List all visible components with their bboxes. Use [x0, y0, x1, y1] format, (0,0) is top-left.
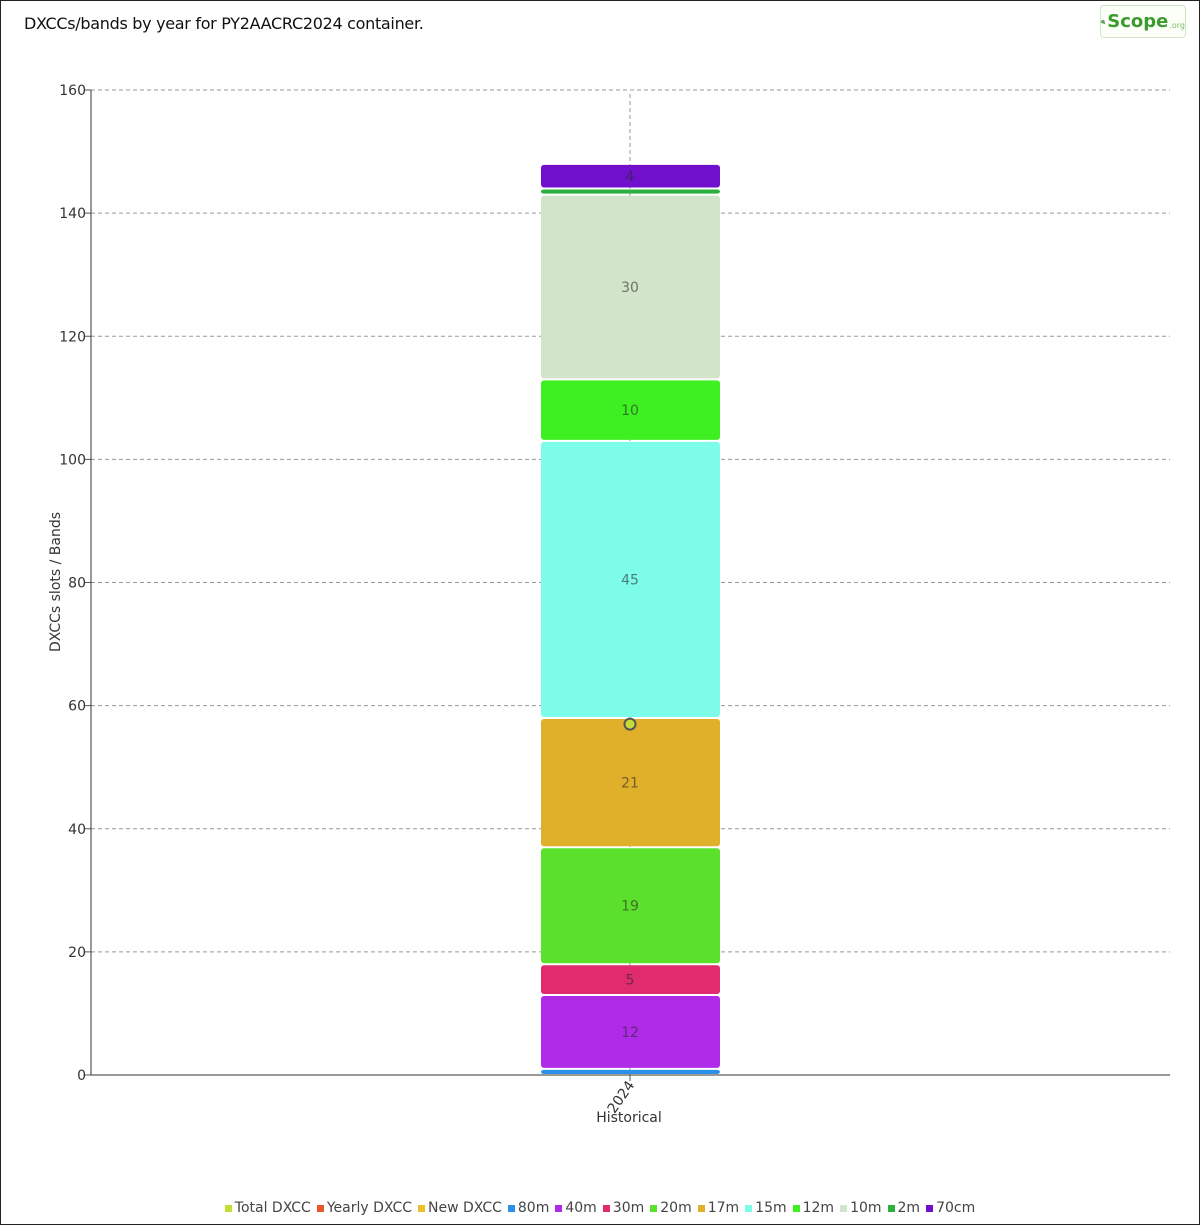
legend-item-15m[interactable]: 15m [745, 1200, 787, 1216]
legend-item-2m[interactable]: 2m [887, 1200, 921, 1216]
bar-segment-80m[interactable] [541, 1069, 720, 1074]
data-label: 21 [621, 776, 639, 792]
bar-segment-15m[interactable] [541, 441, 720, 717]
legend-item-10m[interactable]: 10m [840, 1200, 882, 1216]
bar-segment-10m[interactable] [541, 195, 720, 379]
chart-title: DXCCs/bands by year for PY2AACRC2024 con… [24, 14, 424, 33]
legend-item-70cm[interactable]: 70cm [926, 1200, 975, 1216]
bar-stack[interactable] [541, 164, 720, 1074]
legend-label: 70cm [936, 1200, 976, 1216]
y-tick-label: 160 [59, 83, 86, 99]
y-tick-label: 0 [77, 1068, 86, 1084]
x-axis-label: Historical [596, 1110, 662, 1126]
legend-swatch [697, 1204, 705, 1212]
data-label: 45 [621, 572, 639, 588]
chart-legend: Total DXCC Yearly DXCC New DXCC 80m 40m 30m 20… [0, 1200, 1200, 1216]
data-labels: 12 5 19 21 45 10 30 4 [621, 169, 639, 1041]
bar-segment-12m[interactable] [541, 380, 720, 440]
total-dxcc-points[interactable] [623, 717, 637, 731]
bar-segment-40m[interactable] [541, 995, 720, 1068]
legend-item-40m[interactable]: 40m [555, 1200, 597, 1216]
total-dxcc-point[interactable] [623, 717, 637, 731]
bar-segment-20m[interactable] [541, 848, 720, 964]
y-tick-label: 20 [68, 945, 86, 961]
bar-segment-17m[interactable] [541, 718, 720, 847]
legend-swatch [224, 1204, 232, 1212]
logo-text: Scope [1107, 11, 1169, 32]
legend-item-20m[interactable]: 20m [650, 1200, 692, 1216]
legend-label: Yearly DXCC [326, 1200, 412, 1216]
legend-label: 80m [517, 1200, 550, 1216]
y-tick-label: 40 [68, 822, 86, 838]
legend-label: 40m [565, 1200, 597, 1216]
legend-label: 20m [660, 1200, 692, 1216]
legend-item-new-dxcc[interactable]: New DXCC [418, 1200, 502, 1216]
legend-label: 12m [802, 1200, 835, 1216]
legend-item-30m[interactable]: 30m [602, 1200, 645, 1216]
legend-item-12m[interactable]: 12m [792, 1200, 835, 1216]
legend-item-total-dxcc[interactable]: Total DXCC [224, 1200, 311, 1216]
legend-label: 30m [612, 1200, 645, 1216]
logo-suffix: .org [1169, 21, 1185, 30]
data-label: 12 [621, 1025, 639, 1041]
legend-swatch [887, 1204, 895, 1212]
legend-label: 2m [897, 1200, 921, 1216]
legend-swatch [792, 1204, 800, 1212]
legend-item-yearly-dxcc[interactable]: Yearly DXCC [316, 1200, 412, 1216]
legend-swatch [418, 1204, 425, 1212]
y-axis-label: DXCCs slots / Bands [48, 512, 64, 652]
globe-icon [1101, 19, 1106, 24]
legend-label: 17m [707, 1200, 740, 1216]
bar-segment-2m[interactable] [541, 189, 720, 194]
data-label: 5 [626, 973, 635, 989]
legend-swatch [840, 1204, 848, 1212]
legend-item-80m[interactable]: 80m [507, 1200, 550, 1216]
qscope-logo: Scope .org [1100, 5, 1186, 38]
legend-swatch [602, 1204, 610, 1212]
data-label: 4 [626, 169, 635, 185]
legend-swatch [555, 1204, 563, 1212]
y-tick-label: 120 [59, 329, 86, 345]
data-label: 30 [621, 280, 639, 296]
bar-segment-30m[interactable] [541, 965, 720, 994]
legend-label: 10m [850, 1200, 882, 1216]
legend-label: Total DXCC [234, 1200, 311, 1216]
legend-swatch [650, 1204, 658, 1212]
data-label: 10 [621, 403, 639, 419]
data-label: 19 [621, 899, 639, 915]
y-tick-label: 100 [59, 452, 86, 468]
legend-label: 15m [755, 1200, 787, 1216]
legend-swatch [507, 1204, 515, 1212]
legend-item-17m[interactable]: 17m [697, 1200, 740, 1216]
legend-swatch [745, 1204, 753, 1212]
legend-swatch [926, 1204, 934, 1212]
legend-label: New DXCC [428, 1200, 502, 1216]
y-tick-label: 60 [68, 699, 86, 715]
legend-swatch [316, 1204, 324, 1212]
bar-segment-70cm[interactable] [541, 164, 720, 188]
y-tick-label: 140 [59, 206, 86, 222]
y-tick-label: 80 [68, 576, 86, 592]
